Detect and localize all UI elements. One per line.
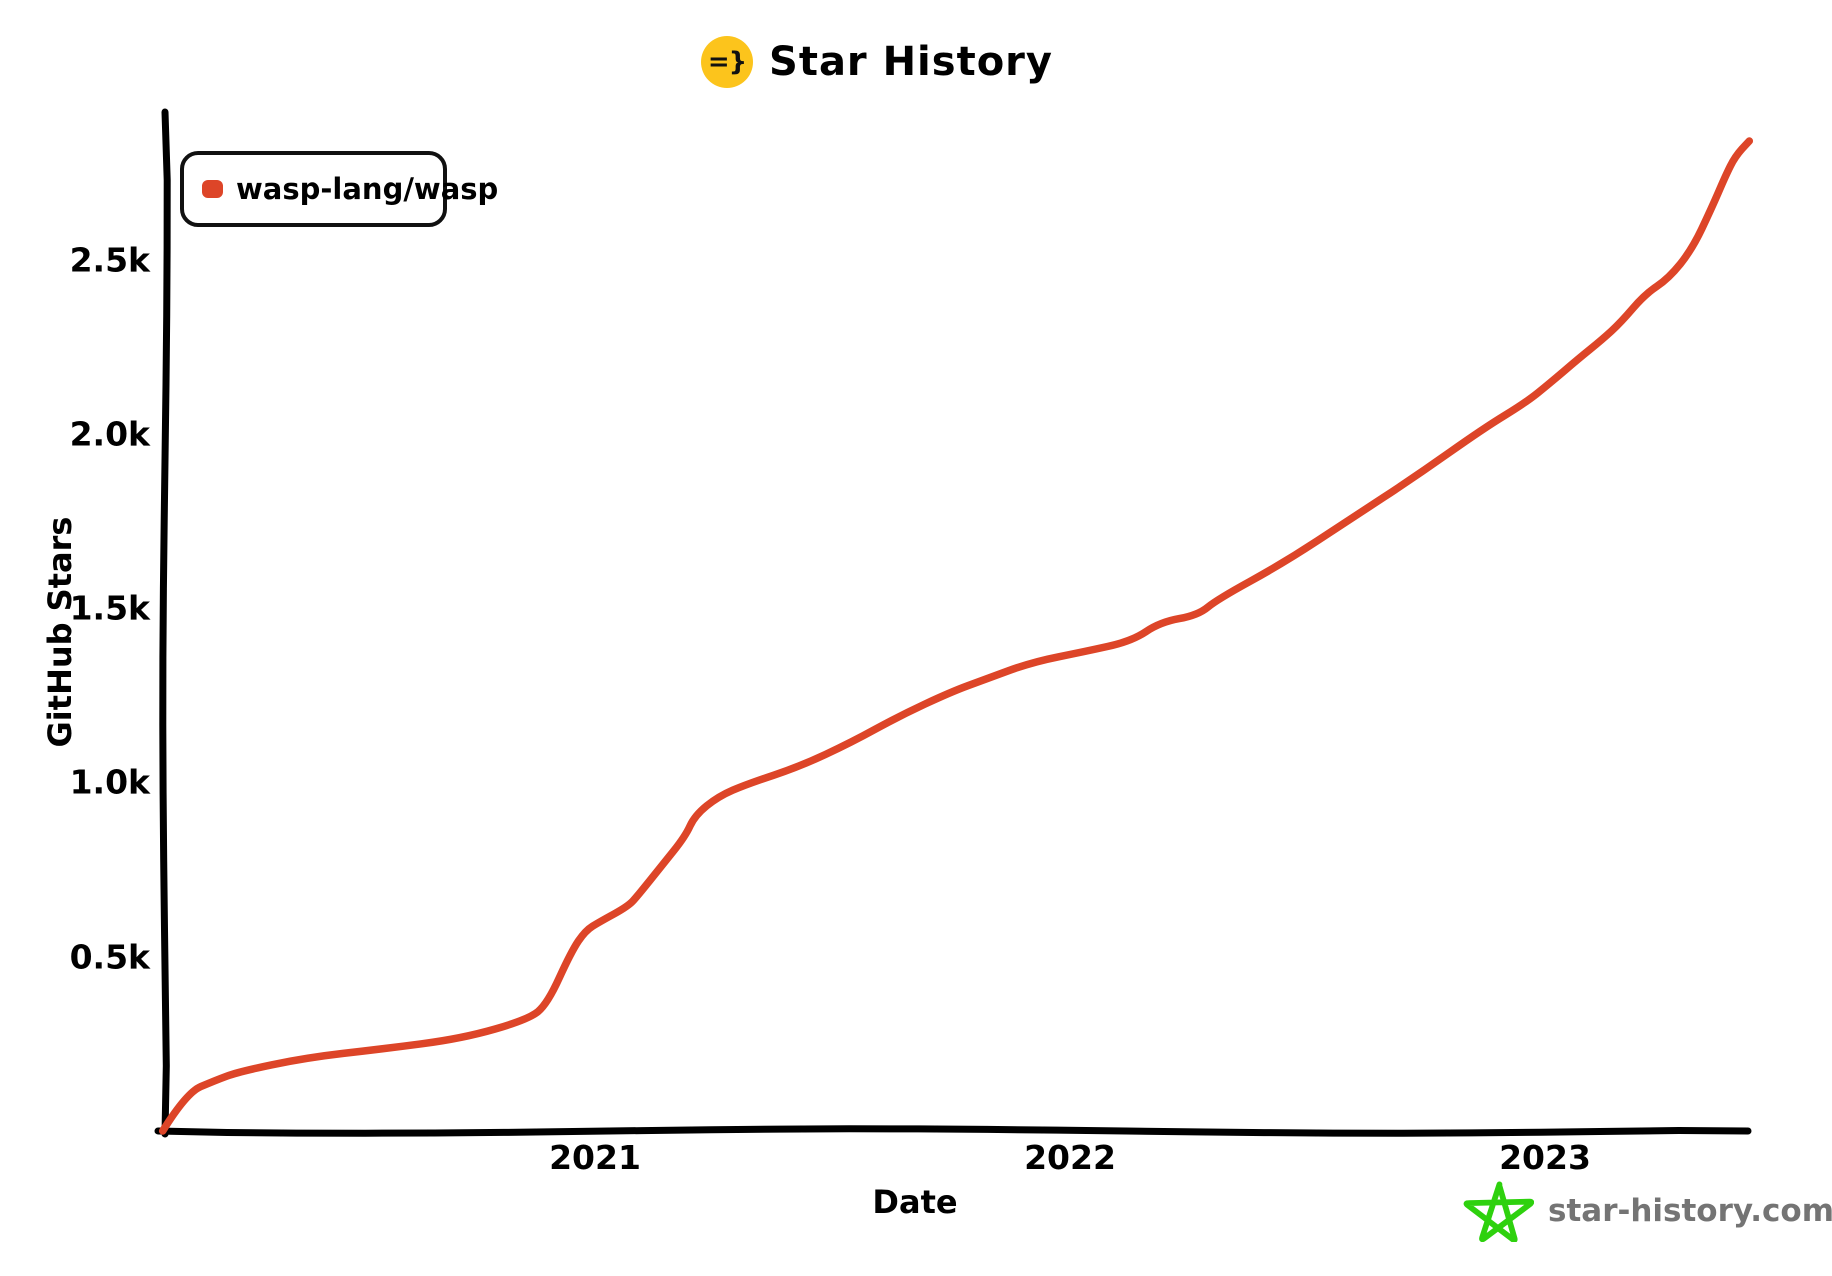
star-icon-stroke (1463, 1181, 1534, 1242)
y-tick-label: 1.5k (69, 588, 150, 628)
y-tick-label: 0.5k (69, 937, 150, 977)
x-tick-label: 2022 (1024, 1138, 1116, 1177)
x-tick-label: 2021 (549, 1138, 641, 1177)
page-title: Star History (769, 39, 1053, 85)
watermark: star-history.com (1462, 1180, 1832, 1242)
legend: wasp-lang/wasp (180, 151, 498, 227)
y-tick-label: 1.0k (69, 762, 150, 802)
star-icon (1463, 1181, 1534, 1242)
y-tick-label: 2.0k (69, 414, 150, 454)
wasp-logo-glyph: =} (707, 47, 747, 77)
legend-series-label: wasp-lang/wasp (236, 172, 499, 206)
watermark-label: star-history.com (1548, 1193, 1832, 1229)
wasp-logo-icon: =} (701, 36, 754, 88)
x-axis-title: Date (872, 1183, 958, 1221)
legend-series-marker (202, 180, 223, 198)
y-tick-label: 2.5k (69, 240, 150, 280)
chart-header: =} Star History (701, 36, 1053, 88)
x-axis-line (154, 1125, 1752, 1137)
x-tick-label: 2023 (1499, 1138, 1591, 1177)
series-line (158, 137, 1754, 1135)
y-axis-line (159, 108, 171, 1138)
